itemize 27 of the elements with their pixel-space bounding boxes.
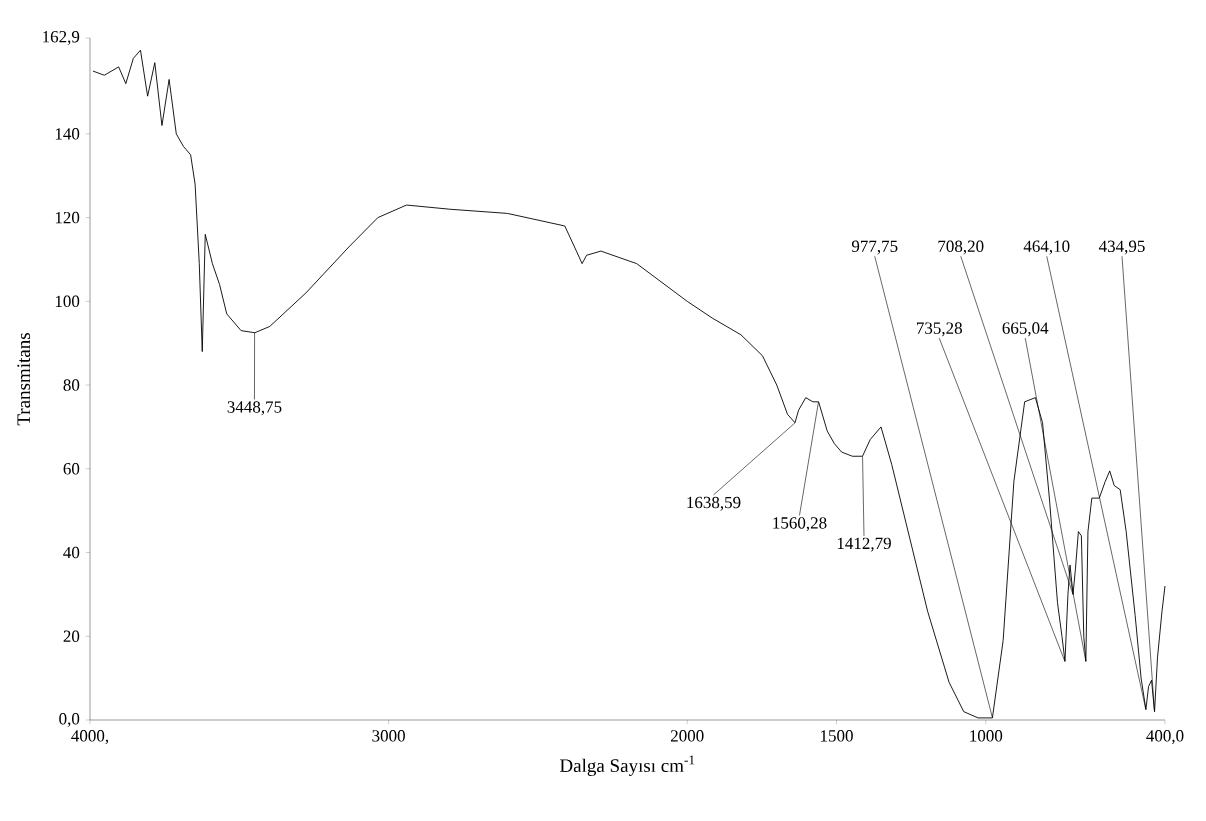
annotation: 977,75 bbox=[851, 240, 898, 255]
x-tick-label: 3000 bbox=[372, 730, 405, 742]
x-axis-title: Dalga Sayısı cm$^{-1}$ bbox=[559, 755, 695, 776]
annotation: 434,95 bbox=[1098, 240, 1145, 255]
annotation: 665,04 bbox=[1002, 322, 1049, 337]
annotation: 708,20 bbox=[938, 240, 984, 255]
x-tick-label: 4000, bbox=[71, 730, 109, 745]
y-axis-title: Transmitans bbox=[17, 333, 31, 426]
annotation: 1638,59 bbox=[687, 496, 741, 511]
x-tick-label: 400,0 bbox=[1146, 730, 1184, 745]
y-tick-label: 80 bbox=[63, 379, 80, 391]
x-tick-label: 1500 bbox=[821, 730, 853, 742]
x-tick-label: 2000 bbox=[670, 730, 704, 742]
y-tick-label: 100 bbox=[55, 295, 80, 308]
y-tick-label: 60 bbox=[63, 463, 80, 475]
annotation: 464,10 bbox=[1023, 240, 1070, 255]
x-tick-label: 1000 bbox=[970, 730, 1003, 742]
y-tick-label: 140 bbox=[55, 128, 80, 140]
y-tick-label: 20 bbox=[63, 630, 80, 643]
y-tick-label: 40 bbox=[63, 546, 80, 559]
y-tick-label: 162,9 bbox=[43, 31, 80, 45]
annotation: 1560,28 bbox=[773, 517, 827, 532]
y-tick-label: 120 bbox=[55, 211, 80, 224]
annotation: 735,28 bbox=[916, 322, 962, 337]
annotation: 3448,75 bbox=[227, 401, 282, 416]
y-tick-label: 0,0 bbox=[59, 713, 80, 727]
annotation: 1412,79 bbox=[837, 537, 891, 552]
